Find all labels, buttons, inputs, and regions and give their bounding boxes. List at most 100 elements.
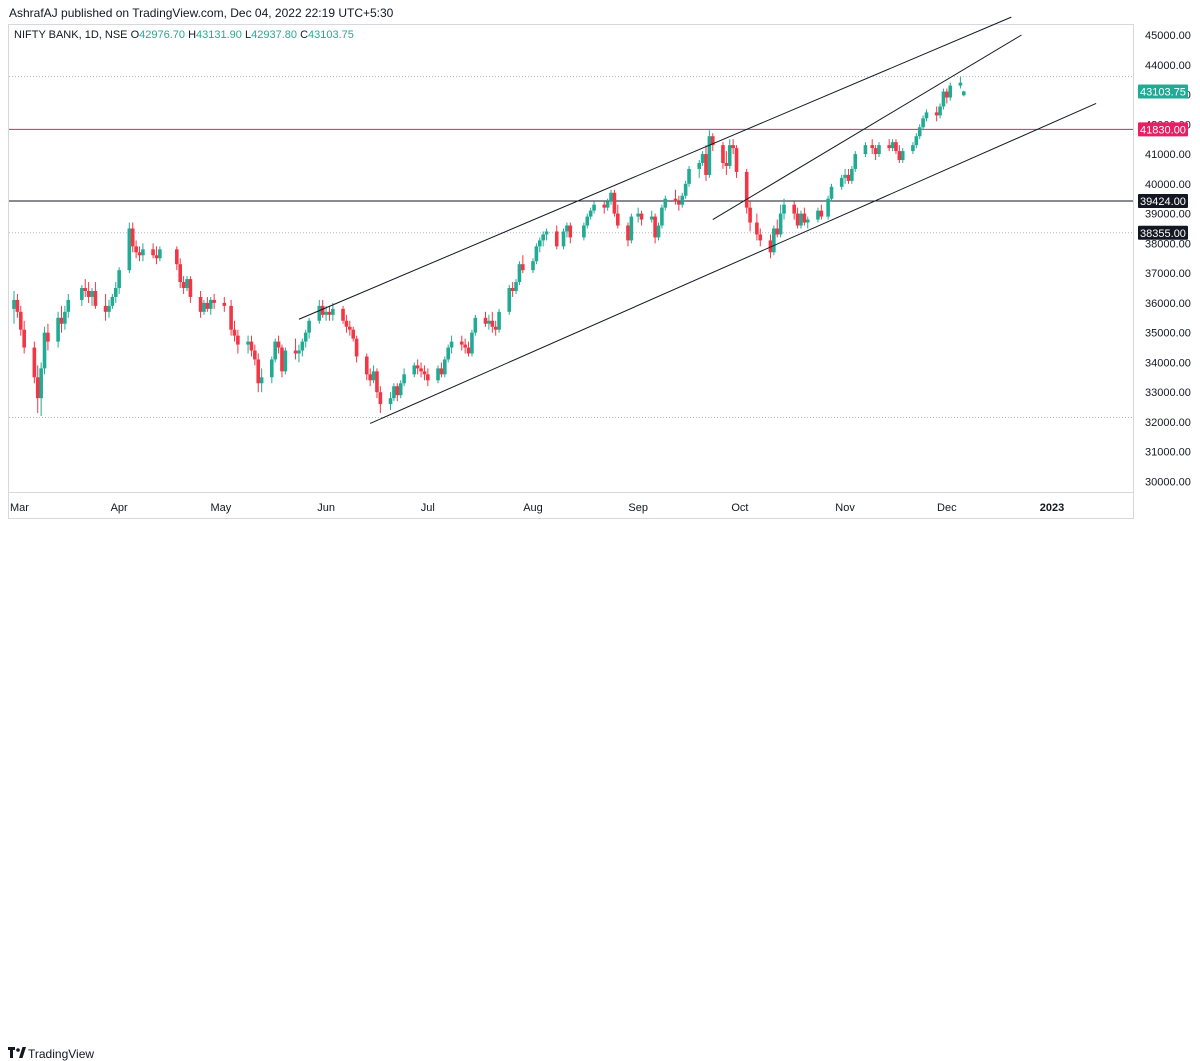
candle[interactable] bbox=[392, 383, 396, 402]
candle[interactable] bbox=[900, 148, 905, 163]
candle[interactable] bbox=[80, 285, 84, 306]
candle[interactable] bbox=[873, 145, 878, 161]
candle[interactable] bbox=[677, 195, 681, 211]
candle[interactable] bbox=[154, 246, 159, 265]
candle[interactable] bbox=[894, 139, 898, 155]
candle[interactable] bbox=[351, 326, 356, 342]
candle[interactable] bbox=[636, 207, 640, 223]
candle[interactable] bbox=[39, 362, 43, 417]
candle[interactable] bbox=[202, 299, 206, 315]
candle[interactable] bbox=[537, 237, 542, 253]
candle[interactable] bbox=[466, 341, 471, 357]
candle[interactable] bbox=[755, 213, 759, 241]
candle[interactable] bbox=[402, 368, 406, 387]
candle[interactable] bbox=[59, 305, 64, 333]
candle[interactable] bbox=[744, 168, 749, 214]
candle[interactable] bbox=[921, 115, 925, 131]
candle[interactable] bbox=[734, 145, 739, 178]
candle[interactable] bbox=[324, 305, 328, 321]
candle[interactable] bbox=[514, 279, 518, 294]
candle[interactable] bbox=[612, 189, 617, 217]
candle[interactable] bbox=[914, 133, 919, 149]
candle[interactable] bbox=[317, 299, 322, 324]
candle[interactable] bbox=[35, 365, 40, 414]
candle[interactable] bbox=[446, 344, 450, 363]
candle[interactable] bbox=[843, 168, 847, 184]
candle[interactable] bbox=[107, 299, 111, 318]
candle[interactable] bbox=[208, 296, 213, 315]
candlestick-chart[interactable]: 30000.00 31000.00 32000.00 33000.00 34000.00… bbox=[0, 0, 1200, 520]
candle[interactable] bbox=[90, 288, 94, 306]
candle[interactable] bbox=[768, 234, 773, 259]
candle[interactable] bbox=[327, 305, 332, 321]
candle[interactable] bbox=[188, 276, 193, 303]
candle[interactable] bbox=[629, 213, 634, 244]
candle[interactable] bbox=[236, 329, 240, 354]
candle[interactable] bbox=[412, 362, 417, 378]
candle[interactable] bbox=[829, 183, 834, 202]
candle[interactable] bbox=[22, 320, 26, 354]
candle[interactable] bbox=[565, 222, 569, 238]
candle[interactable] bbox=[609, 189, 613, 205]
candle[interactable] bbox=[534, 243, 539, 265]
candle[interactable] bbox=[354, 335, 359, 363]
candle[interactable] bbox=[568, 222, 573, 244]
candle[interactable] bbox=[846, 168, 851, 184]
candle[interactable] bbox=[331, 302, 335, 321]
candle[interactable] bbox=[938, 103, 942, 119]
candle[interactable] bbox=[775, 219, 780, 238]
candle[interactable] bbox=[473, 314, 478, 336]
candle[interactable] bbox=[293, 338, 298, 360]
candle[interactable] bbox=[710, 133, 715, 152]
candle[interactable] bbox=[517, 261, 522, 286]
candle[interactable] bbox=[56, 311, 60, 348]
candle[interactable] bbox=[585, 213, 590, 229]
candle[interactable] bbox=[782, 198, 786, 220]
trendline-0[interactable] bbox=[298, 16, 1012, 320]
candle[interactable] bbox=[721, 142, 725, 169]
candle[interactable] bbox=[175, 246, 179, 271]
candle[interactable] bbox=[890, 139, 895, 152]
candle[interactable] bbox=[544, 228, 549, 241]
candle[interactable] bbox=[673, 189, 678, 205]
candle[interactable] bbox=[130, 222, 135, 253]
candle[interactable] bbox=[388, 392, 393, 411]
candle[interactable] bbox=[256, 353, 261, 393]
candle[interactable] bbox=[368, 368, 372, 387]
candle[interactable] bbox=[582, 222, 586, 241]
candle[interactable] bbox=[415, 359, 420, 375]
candle[interactable] bbox=[134, 240, 138, 259]
candle[interactable] bbox=[948, 82, 953, 101]
candle[interactable] bbox=[897, 145, 902, 163]
candle[interactable] bbox=[656, 222, 661, 241]
candle[interactable] bbox=[344, 314, 349, 333]
candle[interactable] bbox=[103, 293, 108, 321]
candle[interactable] bbox=[398, 380, 403, 399]
candle[interactable] bbox=[212, 293, 216, 309]
candle[interactable] bbox=[727, 139, 732, 169]
candle[interactable] bbox=[521, 255, 525, 274]
candle[interactable] bbox=[707, 130, 712, 178]
candle[interactable] bbox=[422, 365, 427, 381]
candle[interactable] bbox=[924, 109, 929, 122]
candle[interactable] bbox=[497, 308, 501, 333]
candle[interactable] bbox=[426, 368, 430, 387]
candle[interactable] bbox=[697, 160, 702, 178]
candle[interactable] bbox=[592, 201, 596, 214]
candle[interactable] bbox=[541, 231, 545, 247]
candle[interactable] bbox=[151, 243, 155, 259]
candle[interactable] bbox=[816, 207, 820, 223]
candle[interactable] bbox=[127, 222, 132, 274]
candle[interactable] bbox=[463, 338, 467, 354]
candle[interactable] bbox=[198, 290, 203, 318]
candle[interactable] bbox=[12, 290, 16, 324]
candle[interactable] bbox=[772, 225, 776, 256]
candle[interactable] bbox=[962, 90, 966, 97]
candle[interactable] bbox=[826, 195, 830, 220]
candle[interactable] bbox=[805, 216, 810, 229]
candle[interactable] bbox=[205, 296, 210, 312]
candle[interactable] bbox=[178, 258, 183, 289]
candle[interactable] bbox=[819, 204, 824, 220]
candle[interactable] bbox=[364, 353, 369, 381]
candle[interactable] bbox=[493, 320, 498, 336]
